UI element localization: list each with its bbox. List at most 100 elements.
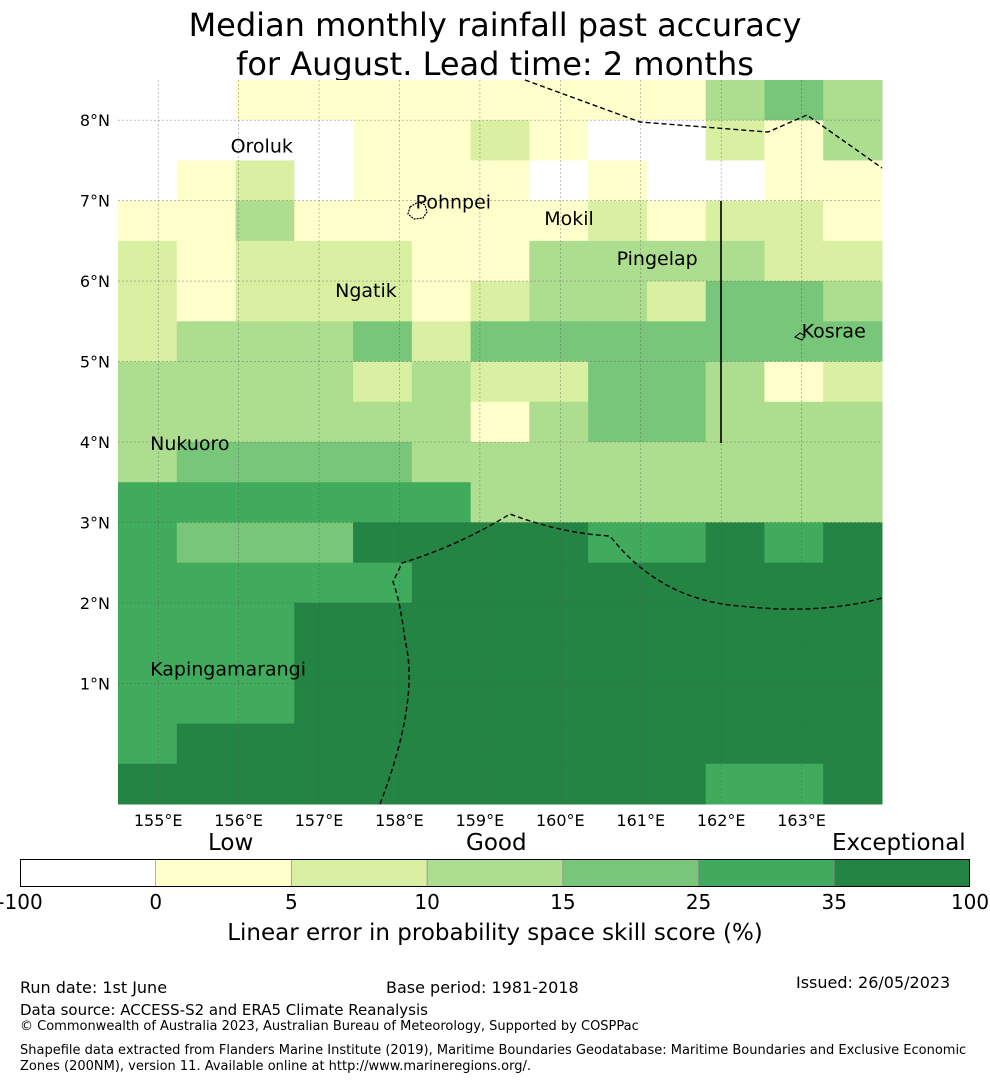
- shapefile-credit: Shapefile data extracted from Flanders M…: [20, 1043, 967, 1074]
- skill-cell: [823, 401, 883, 443]
- skill-cell: [118, 120, 178, 161]
- skill-cell: [646, 723, 707, 765]
- skill-cell: [235, 522, 295, 564]
- skill-cell: [353, 321, 413, 363]
- skill-cell: [294, 321, 354, 363]
- skill-cell: [764, 522, 824, 564]
- skill-cell: [705, 562, 765, 604]
- skill-cell: [823, 200, 883, 242]
- skill-cell: [823, 683, 883, 725]
- island-label-nukuoro: Nukuoro: [150, 433, 229, 455]
- skill-cell: [118, 401, 178, 443]
- lat-tick-label: 2°N: [80, 594, 110, 613]
- skill-cell: [705, 120, 765, 161]
- skill-cell: [646, 361, 707, 403]
- chart-title: Median monthly rainfall past accuracy fo…: [0, 6, 990, 84]
- skill-cell: [411, 683, 472, 725]
- title-line-1: Median monthly rainfall past accuracy: [188, 6, 802, 44]
- skill-cell: [353, 522, 413, 564]
- island-labels: Oroluk Pohnpei Mokil Pingelap Ngatik Kosrae Nu…: [150, 135, 866, 680]
- copyright: © Commonwealth of Australia 2023, Austra…: [20, 1019, 639, 1034]
- skill-cell: [588, 442, 648, 483]
- skill-cell: [294, 683, 354, 725]
- skill-cell: [353, 160, 413, 202]
- skill-cell: [118, 80, 178, 121]
- colorbar-swatch: [698, 859, 835, 887]
- skill-cell: [411, 281, 472, 322]
- skill-cell: [470, 321, 530, 363]
- skill-cell: [823, 763, 883, 805]
- skill-cell: [705, 643, 765, 684]
- skill-cell: [294, 120, 354, 161]
- skill-cell: [353, 602, 413, 644]
- skill-cell: [411, 723, 472, 765]
- skill-cell: [646, 482, 707, 523]
- skill-cell: [470, 240, 530, 282]
- run-date: Run date: 1st June: [20, 978, 168, 997]
- skill-cell: [118, 160, 178, 202]
- island-coastlines: [407, 201, 806, 341]
- skill-cell: [529, 240, 589, 282]
- skill-cell: [235, 120, 295, 161]
- skill-cell: [176, 321, 237, 363]
- skill-cell: [646, 602, 707, 644]
- skill-cell: [588, 120, 648, 161]
- skill-cell: [411, 763, 472, 805]
- colorbar-tick-label: -100: [0, 890, 43, 914]
- colorbar-label: Linear error in probability space skill …: [227, 920, 763, 946]
- skill-cell: [823, 723, 883, 765]
- skill-cell: [588, 522, 648, 564]
- lon-tick-label: 161°E: [616, 811, 665, 830]
- skill-cell: [294, 723, 354, 765]
- skill-cell: [470, 522, 530, 564]
- skill-map: Oroluk Pohnpei Mokil Pingelap Ngatik Kosrae Nu…: [80, 79, 883, 830]
- skill-cell: [353, 562, 413, 604]
- skill-cell: [294, 281, 354, 322]
- skill-cell: [529, 643, 589, 684]
- skill-cell: [411, 643, 472, 684]
- skill-cell: [764, 361, 824, 403]
- colorbar-tick-label: 100: [950, 890, 990, 914]
- skill-cell: [118, 522, 178, 564]
- skill-cell: [235, 401, 295, 443]
- skill-cell: [588, 683, 648, 725]
- colorbar-swatch: [291, 859, 428, 887]
- skill-cell: [176, 401, 237, 443]
- skill-cell: [646, 200, 707, 242]
- skill-cell: [823, 281, 883, 322]
- skill-cell: [646, 442, 707, 483]
- skill-cell: [470, 723, 530, 765]
- skill-cell: [294, 361, 354, 403]
- skill-cell: [353, 240, 413, 282]
- skill-cell: [823, 160, 883, 202]
- skill-cell: [411, 482, 472, 523]
- colorbar-tick-label: 0: [149, 890, 163, 914]
- skill-cell: [529, 361, 589, 403]
- title-line-2: for August. Lead time: 2 months: [236, 45, 754, 83]
- skill-cell: [235, 723, 295, 765]
- skill-cell: [353, 723, 413, 765]
- skill-cell: [823, 643, 883, 684]
- skill-cell: [588, 361, 648, 403]
- skill-cell: [705, 482, 765, 523]
- skill-cell: [176, 120, 237, 161]
- skill-cell: [470, 643, 530, 684]
- skill-cell: [411, 160, 472, 202]
- lon-tick-label: 155°E: [134, 811, 183, 830]
- skill-cell: [764, 120, 824, 161]
- skill-cell: [353, 643, 413, 684]
- skill-cell: [646, 80, 707, 121]
- skill-cell: [176, 562, 237, 604]
- skill-cell: [118, 482, 178, 523]
- island-label-oroluk: Oroluk: [231, 135, 293, 157]
- colorbar-tick-label: 25: [685, 890, 712, 914]
- skill-cell: [118, 723, 178, 765]
- skill-cell: [176, 442, 237, 483]
- skill-cell: [411, 562, 472, 604]
- skill-cell: [705, 240, 765, 282]
- skill-cell: [588, 562, 648, 604]
- skill-cell: [705, 281, 765, 322]
- skill-cell: [588, 602, 648, 644]
- colorbar-swatch: [833, 859, 970, 887]
- skill-cell: [764, 683, 824, 725]
